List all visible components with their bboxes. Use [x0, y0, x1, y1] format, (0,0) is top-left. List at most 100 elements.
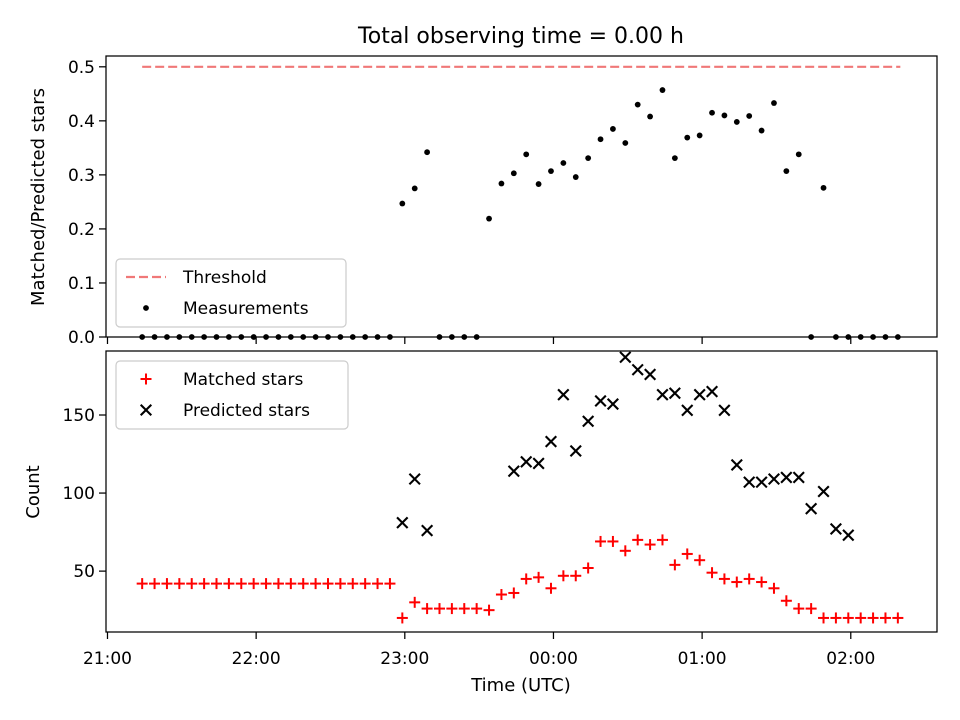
- count-x-axis-label: Time (UTC): [470, 675, 571, 696]
- matched-star-point: [347, 578, 359, 590]
- matched-star-point: [186, 578, 198, 590]
- matched-star-point: [644, 539, 656, 551]
- matched-star-point: [892, 612, 904, 624]
- x-tick-label: 23:00: [380, 649, 429, 669]
- matched-star-point: [372, 578, 384, 590]
- predicted-star-point: [656, 388, 669, 401]
- predicted-star-point: [792, 471, 805, 484]
- measurement-point: [510, 170, 517, 177]
- ratio-axes-frame: [105, 55, 938, 338]
- matched-star-point: [198, 578, 210, 590]
- measurement-point: [585, 155, 592, 162]
- ratio-y-axis: 0.0 0.1 0.2 0.3 0.4 0.5: [68, 58, 106, 348]
- legend-swatch: [143, 305, 149, 311]
- predicted-star-point: [767, 472, 781, 486]
- predicted-star-point: [780, 471, 793, 484]
- predicted-star-point: [606, 398, 619, 411]
- matched-star-point: [149, 578, 161, 590]
- matched-star-point: [756, 576, 768, 588]
- measurement-point: [795, 151, 802, 158]
- measurement-point: [820, 184, 827, 191]
- measurement-point: [721, 112, 728, 119]
- predicted-star-point: [730, 458, 743, 472]
- y-tick-label: 0.4: [68, 112, 95, 132]
- measurement-point: [498, 180, 505, 187]
- matched-star-point: [582, 562, 594, 574]
- matched-star-point: [743, 573, 755, 585]
- matched-star-point: [632, 534, 644, 546]
- x-tick-label: 21:00: [83, 649, 132, 669]
- y-tick-label: 0.0: [68, 328, 95, 348]
- matched-star-point: [285, 578, 297, 590]
- predicted-star-point: [693, 388, 706, 401]
- matched-star-point: [421, 603, 433, 615]
- measurement-point: [783, 168, 790, 175]
- matched-star-point: [619, 545, 631, 557]
- legend-entry: Matched stars: [140, 370, 303, 390]
- predicted-star-point: [569, 444, 582, 457]
- ratio-legend: Threshold Measurements: [115, 258, 347, 328]
- matched-star-point: [161, 578, 173, 590]
- x-tick-label: 00:00: [529, 649, 578, 669]
- matched-star-point: [409, 596, 421, 608]
- matched-star-point: [334, 578, 346, 590]
- legend-entry: Measurements: [143, 299, 309, 319]
- matched-star-point: [607, 535, 619, 547]
- legend-swatch: [139, 403, 153, 417]
- matched-star-point: [681, 548, 693, 560]
- matched-star-point: [297, 578, 309, 590]
- chart-title: Total observing time = 0.00 h: [357, 24, 684, 49]
- measurement-point: [523, 151, 530, 158]
- count-plot-area: [136, 351, 904, 624]
- x-tick-label: 22:00: [232, 649, 281, 669]
- measurement-point: [647, 113, 653, 120]
- predicted-star-point: [408, 472, 421, 486]
- matched-star-point: [842, 612, 854, 624]
- measurement-point: [758, 127, 765, 134]
- predicted-star-point: [532, 457, 545, 470]
- matched-star-point: [830, 612, 842, 624]
- legend-label: Matched stars: [183, 370, 303, 390]
- predicted-star-point: [829, 522, 842, 536]
- measurement-point: [535, 181, 542, 187]
- legend-box: [115, 360, 349, 430]
- matched-star-point: [595, 535, 607, 547]
- x-tick-label: 01:00: [678, 649, 727, 669]
- y-tick-label: 0.2: [68, 220, 95, 240]
- count-x-axis: 21:00 22:00 23:00 00:00 01:00 02:00: [83, 632, 875, 669]
- matched-star-point: [359, 578, 371, 590]
- predicted-star-point: [520, 455, 533, 468]
- matched-star-point: [384, 578, 396, 590]
- measurement-point: [709, 109, 715, 116]
- matched-star-point: [879, 612, 891, 624]
- matched-star-point: [520, 573, 532, 585]
- matched-star-point: [446, 603, 458, 615]
- predicted-star-point: [842, 529, 855, 542]
- measurement-point: [684, 134, 691, 141]
- legend-entry: Predicted stars: [139, 401, 310, 421]
- ratio-y-axis-label: Matched/Predicted stars: [28, 88, 49, 306]
- measurement-point: [771, 100, 777, 106]
- matched-star-point: [433, 603, 445, 615]
- legend-swatch: [140, 373, 152, 385]
- predicted-star-point: [644, 368, 657, 381]
- predicted-star-point: [631, 363, 644, 376]
- measurement-point: [486, 215, 492, 222]
- measurement-point: [733, 119, 740, 125]
- predicted-star-point: [507, 465, 520, 478]
- predicted-star-point: [817, 485, 830, 498]
- matched-star-point: [867, 612, 879, 624]
- legend-label: Predicted stars: [183, 401, 310, 421]
- matched-star-point: [310, 578, 322, 590]
- count-y-axis: 50 100 150: [63, 406, 106, 582]
- measurement-point: [548, 168, 554, 175]
- matched-star-point: [780, 595, 792, 607]
- matched-star-point: [768, 582, 780, 594]
- legend-entry: Threshold: [126, 268, 267, 288]
- measurement-point: [696, 132, 703, 139]
- y-tick-label: 0.1: [68, 274, 95, 294]
- measurement-point: [572, 174, 579, 180]
- matched-star-point: [793, 603, 805, 615]
- matched-star-point: [718, 573, 730, 585]
